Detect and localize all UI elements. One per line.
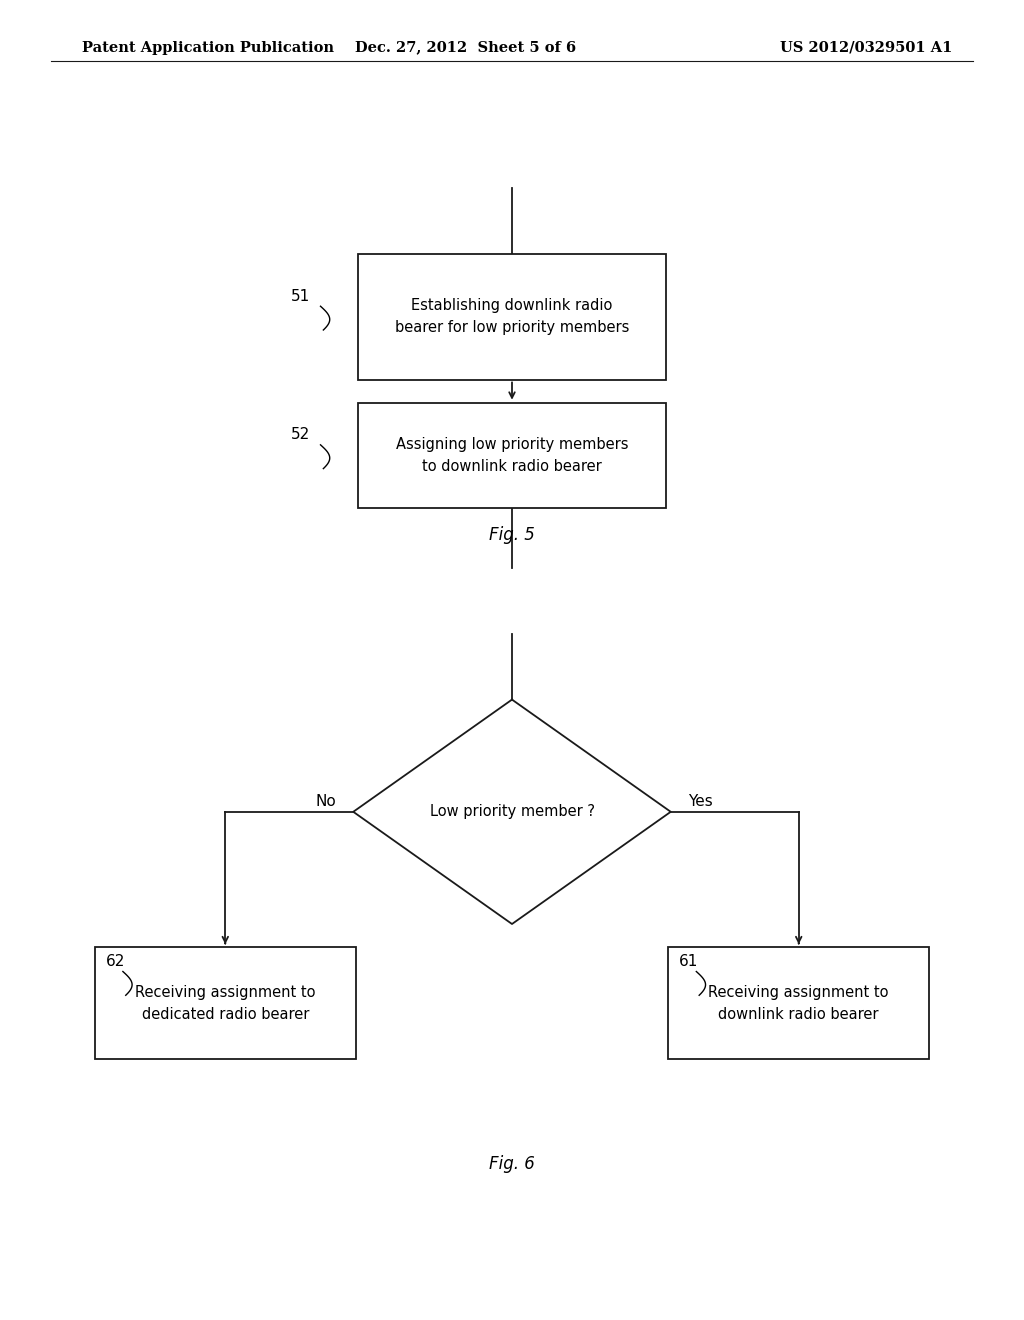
Text: 61: 61 (679, 954, 698, 969)
Text: Low priority member ?: Low priority member ? (429, 804, 595, 820)
Text: Receiving assignment to
dedicated radio bearer: Receiving assignment to dedicated radio … (135, 985, 315, 1022)
Bar (94, 948, 356, 1059)
Bar (358, 403, 666, 508)
Text: Fig. 6: Fig. 6 (489, 1155, 535, 1173)
Text: US 2012/0329501 A1: US 2012/0329501 A1 (780, 41, 952, 54)
Text: Establishing downlink radio
bearer for low priority members: Establishing downlink radio bearer for l… (395, 298, 629, 335)
Text: Yes: Yes (688, 793, 713, 809)
Text: No: No (315, 793, 336, 809)
Text: 51: 51 (291, 289, 310, 304)
Text: Assigning low priority members
to downlink radio bearer: Assigning low priority members to downli… (395, 437, 629, 474)
Text: Patent Application Publication: Patent Application Publication (82, 41, 334, 54)
Text: 62: 62 (105, 954, 125, 969)
Bar (669, 948, 930, 1059)
Text: Fig. 5: Fig. 5 (489, 525, 535, 544)
Text: Dec. 27, 2012  Sheet 5 of 6: Dec. 27, 2012 Sheet 5 of 6 (355, 41, 577, 54)
Text: 52: 52 (291, 428, 310, 442)
Text: Receiving assignment to
downlink radio bearer: Receiving assignment to downlink radio b… (709, 985, 889, 1022)
Bar (358, 255, 666, 380)
Polygon shape (353, 700, 671, 924)
